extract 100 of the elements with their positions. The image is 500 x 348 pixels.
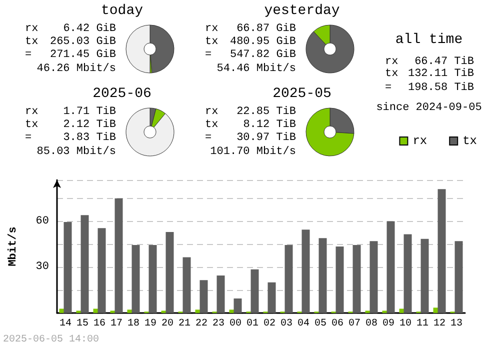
- bar: [114, 198, 123, 313]
- x-tick-label: 15: [76, 318, 89, 330]
- bar: [336, 246, 344, 313]
- text: tx: [385, 68, 399, 80]
- text: rx: [205, 23, 219, 35]
- bar: [80, 215, 89, 313]
- text: =: [25, 49, 32, 61]
- x-tick-label: 07: [348, 318, 361, 330]
- x-tick-label: 10: [399, 318, 412, 330]
- y-tick-label: 30: [36, 261, 49, 274]
- text: rx: [25, 106, 39, 118]
- text: 85.03 Mbit/s: [36, 146, 116, 158]
- x-tick-label: 06: [331, 318, 344, 330]
- x-tick-label: 08: [365, 318, 378, 330]
- bar: [132, 244, 140, 313]
- bar: [399, 308, 404, 313]
- x-tick-label: 18: [127, 318, 140, 330]
- text: 8.12 TiB: [243, 119, 296, 131]
- bar: [454, 241, 463, 313]
- bar: [229, 310, 234, 313]
- bar: [98, 228, 106, 313]
- bar: [268, 282, 276, 313]
- bar: [420, 238, 429, 313]
- text: 271.45 GiB: [50, 49, 116, 61]
- x-tick-label: 20: [161, 318, 174, 330]
- text: rx: [25, 23, 39, 35]
- text: =: [205, 49, 212, 61]
- bar: [195, 310, 200, 313]
- x-tick-label: 21: [178, 318, 191, 330]
- text: 198.58 TiB: [408, 82, 474, 94]
- text: 30.97 TiB: [236, 132, 296, 144]
- chart-title: yesterday: [264, 3, 340, 19]
- x-tick-label: 09: [382, 318, 395, 330]
- text: tx: [25, 119, 39, 131]
- text: =: [205, 132, 212, 144]
- bar: [59, 308, 64, 313]
- x-tick-label: 00: [229, 318, 242, 330]
- x-tick-label: 14: [59, 318, 72, 330]
- text: 54.46 Mbit/s: [216, 63, 296, 75]
- bar: [438, 189, 446, 313]
- bar: [250, 269, 259, 313]
- y-tick-label: 60: [36, 215, 49, 228]
- y-axis-title: Mbit/s: [8, 226, 20, 266]
- bar: [318, 238, 327, 313]
- chart-title: today: [100, 3, 144, 19]
- x-tick-label: 05: [314, 318, 327, 330]
- text: since 2024-09-05: [376, 102, 482, 114]
- text: 6.42 GiB: [63, 23, 116, 35]
- text: 132.11 TiB: [408, 68, 474, 80]
- text: rx: [385, 56, 399, 68]
- bar: [404, 234, 412, 313]
- text: 101.70 Mbit/s: [210, 146, 296, 158]
- x-tick-label: 04: [297, 318, 310, 330]
- legend-label: tx: [462, 134, 478, 148]
- bar: [234, 298, 242, 313]
- x-tick-label: 13: [450, 318, 463, 330]
- x-tick-label: 03: [280, 318, 293, 330]
- bar: [166, 232, 174, 313]
- bar: [386, 221, 395, 313]
- x-tick-label: 22: [195, 318, 208, 330]
- x-tick-label: 12: [433, 318, 446, 330]
- bar: [93, 308, 98, 313]
- bar: [433, 308, 438, 313]
- x-tick-label: 02: [263, 318, 276, 330]
- bar: [216, 276, 225, 313]
- bar: [148, 244, 157, 313]
- x-tick-label: 19: [144, 318, 157, 330]
- text: tx: [205, 119, 219, 131]
- legend-label: rx: [412, 134, 428, 148]
- bar: [127, 310, 132, 313]
- text: all time: [395, 32, 463, 48]
- text: 2.12 TiB: [63, 119, 116, 131]
- text: tx: [205, 36, 219, 48]
- text: 66.47 TiB: [414, 56, 474, 68]
- bar: [64, 222, 72, 313]
- text: =: [25, 132, 32, 144]
- text: 66.87 GiB: [236, 23, 296, 35]
- chart-title: 2025-05: [272, 86, 332, 102]
- bar: [352, 244, 361, 313]
- x-tick-label: 11: [416, 318, 429, 330]
- bar: [284, 244, 293, 313]
- text: 547.82 GiB: [230, 49, 296, 61]
- bar: [302, 230, 310, 313]
- x-tick-label: 01: [246, 318, 259, 330]
- text: 480.95 GiB: [230, 36, 296, 48]
- bar: [200, 280, 208, 313]
- x-tick-label: 17: [110, 318, 123, 330]
- x-tick-label: 16: [93, 318, 106, 330]
- text: =: [385, 82, 392, 94]
- text: 46.26 Mbit/s: [36, 63, 116, 75]
- text: 22.85 TiB: [236, 106, 296, 118]
- bar: [370, 241, 378, 313]
- text: 1.71 TiB: [63, 106, 116, 118]
- text: rx: [205, 106, 219, 118]
- text: tx: [25, 36, 39, 48]
- text: 2025-06-05 14:00: [3, 334, 100, 346]
- text: 265.03 GiB: [50, 36, 116, 48]
- chart-title: 2025-06: [92, 86, 152, 102]
- bar: [182, 257, 191, 313]
- text: 3.83 TiB: [63, 132, 116, 144]
